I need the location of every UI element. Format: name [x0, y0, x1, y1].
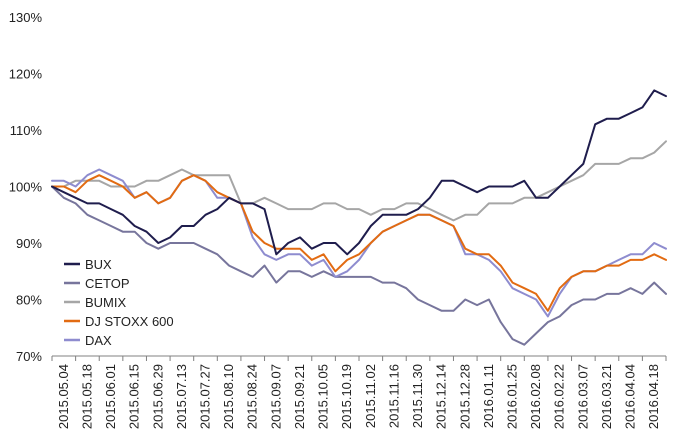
x-tick-label: 2015.11.02 — [363, 364, 378, 428]
y-tick-label: 120% — [9, 67, 43, 82]
x-tick-label: 2016.02.22 — [552, 364, 567, 429]
x-tick-label: 2015.10.19 — [339, 364, 354, 429]
y-axis: 70% 80% 90% 100% 110% 120% 130% — [9, 10, 43, 364]
x-tick-label: 2015.05.18 — [79, 364, 94, 429]
x-tick-label: 2015.05.04 — [56, 364, 71, 429]
x-tick-label: 2015.06.15 — [127, 364, 142, 429]
x-tick-label: 2015.10.05 — [316, 364, 331, 429]
x-tick-label: 2015.07.27 — [198, 364, 213, 429]
y-tick-label: 110% — [10, 123, 43, 138]
x-tick-label: 2015.12.14 — [434, 364, 449, 429]
x-tick-label: 2016.04.18 — [646, 364, 661, 429]
legend-label: BUMIX — [85, 295, 127, 310]
legend-label: DJ STOXX 600 — [85, 314, 174, 329]
series-line-cetop — [51, 185, 667, 346]
x-tick-label: 2015.08.10 — [221, 364, 236, 429]
x-tick-label: 2016.02.08 — [528, 364, 543, 429]
y-tick-label: 130% — [9, 10, 43, 25]
x-tick-label: 2015.09.21 — [292, 364, 307, 429]
series-line-bumix — [51, 140, 667, 222]
legend: BUX CETOP BUMIX DJ STOXX 600 DAX — [64, 257, 174, 348]
y-tick-label: 100% — [9, 180, 43, 195]
x-tick-label: 2015.06.01 — [103, 364, 118, 429]
y-tick-label: 80% — [16, 293, 42, 308]
x-tick-label: 2015.06.29 — [150, 364, 165, 429]
x-tick-label: 2015.11.30 — [410, 364, 425, 428]
series-line-dj-stoxx-600 — [51, 174, 667, 312]
x-tick-label: 2016.01.11 — [481, 364, 496, 428]
x-tick-label: 2016.03.21 — [599, 364, 614, 429]
legend-label: CETOP — [85, 276, 130, 291]
legend-label: DAX — [85, 333, 112, 348]
x-tick-label: 2015.08.24 — [245, 364, 260, 429]
x-tick-label: 2015.09.07 — [268, 364, 283, 429]
x-axis: 2015.05.04 2015.05.18 2015.06.01 2015.06.15… — [51, 355, 667, 429]
x-tick-label: 2015.12.28 — [457, 364, 472, 429]
x-tick-label: 2016.03.07 — [575, 364, 590, 429]
y-tick-label: 90% — [16, 236, 42, 251]
series-layer — [51, 89, 667, 346]
x-tick-label: 2016.04.04 — [623, 364, 638, 429]
series-line-bux — [51, 89, 667, 256]
x-tick-label: 2015.07.13 — [174, 364, 189, 429]
y-tick-label: 70% — [16, 349, 42, 364]
legend-label: BUX — [85, 257, 112, 272]
x-tick-label: 2015.11.16 — [386, 364, 401, 428]
x-tick-label: 2016.01.25 — [505, 364, 520, 429]
